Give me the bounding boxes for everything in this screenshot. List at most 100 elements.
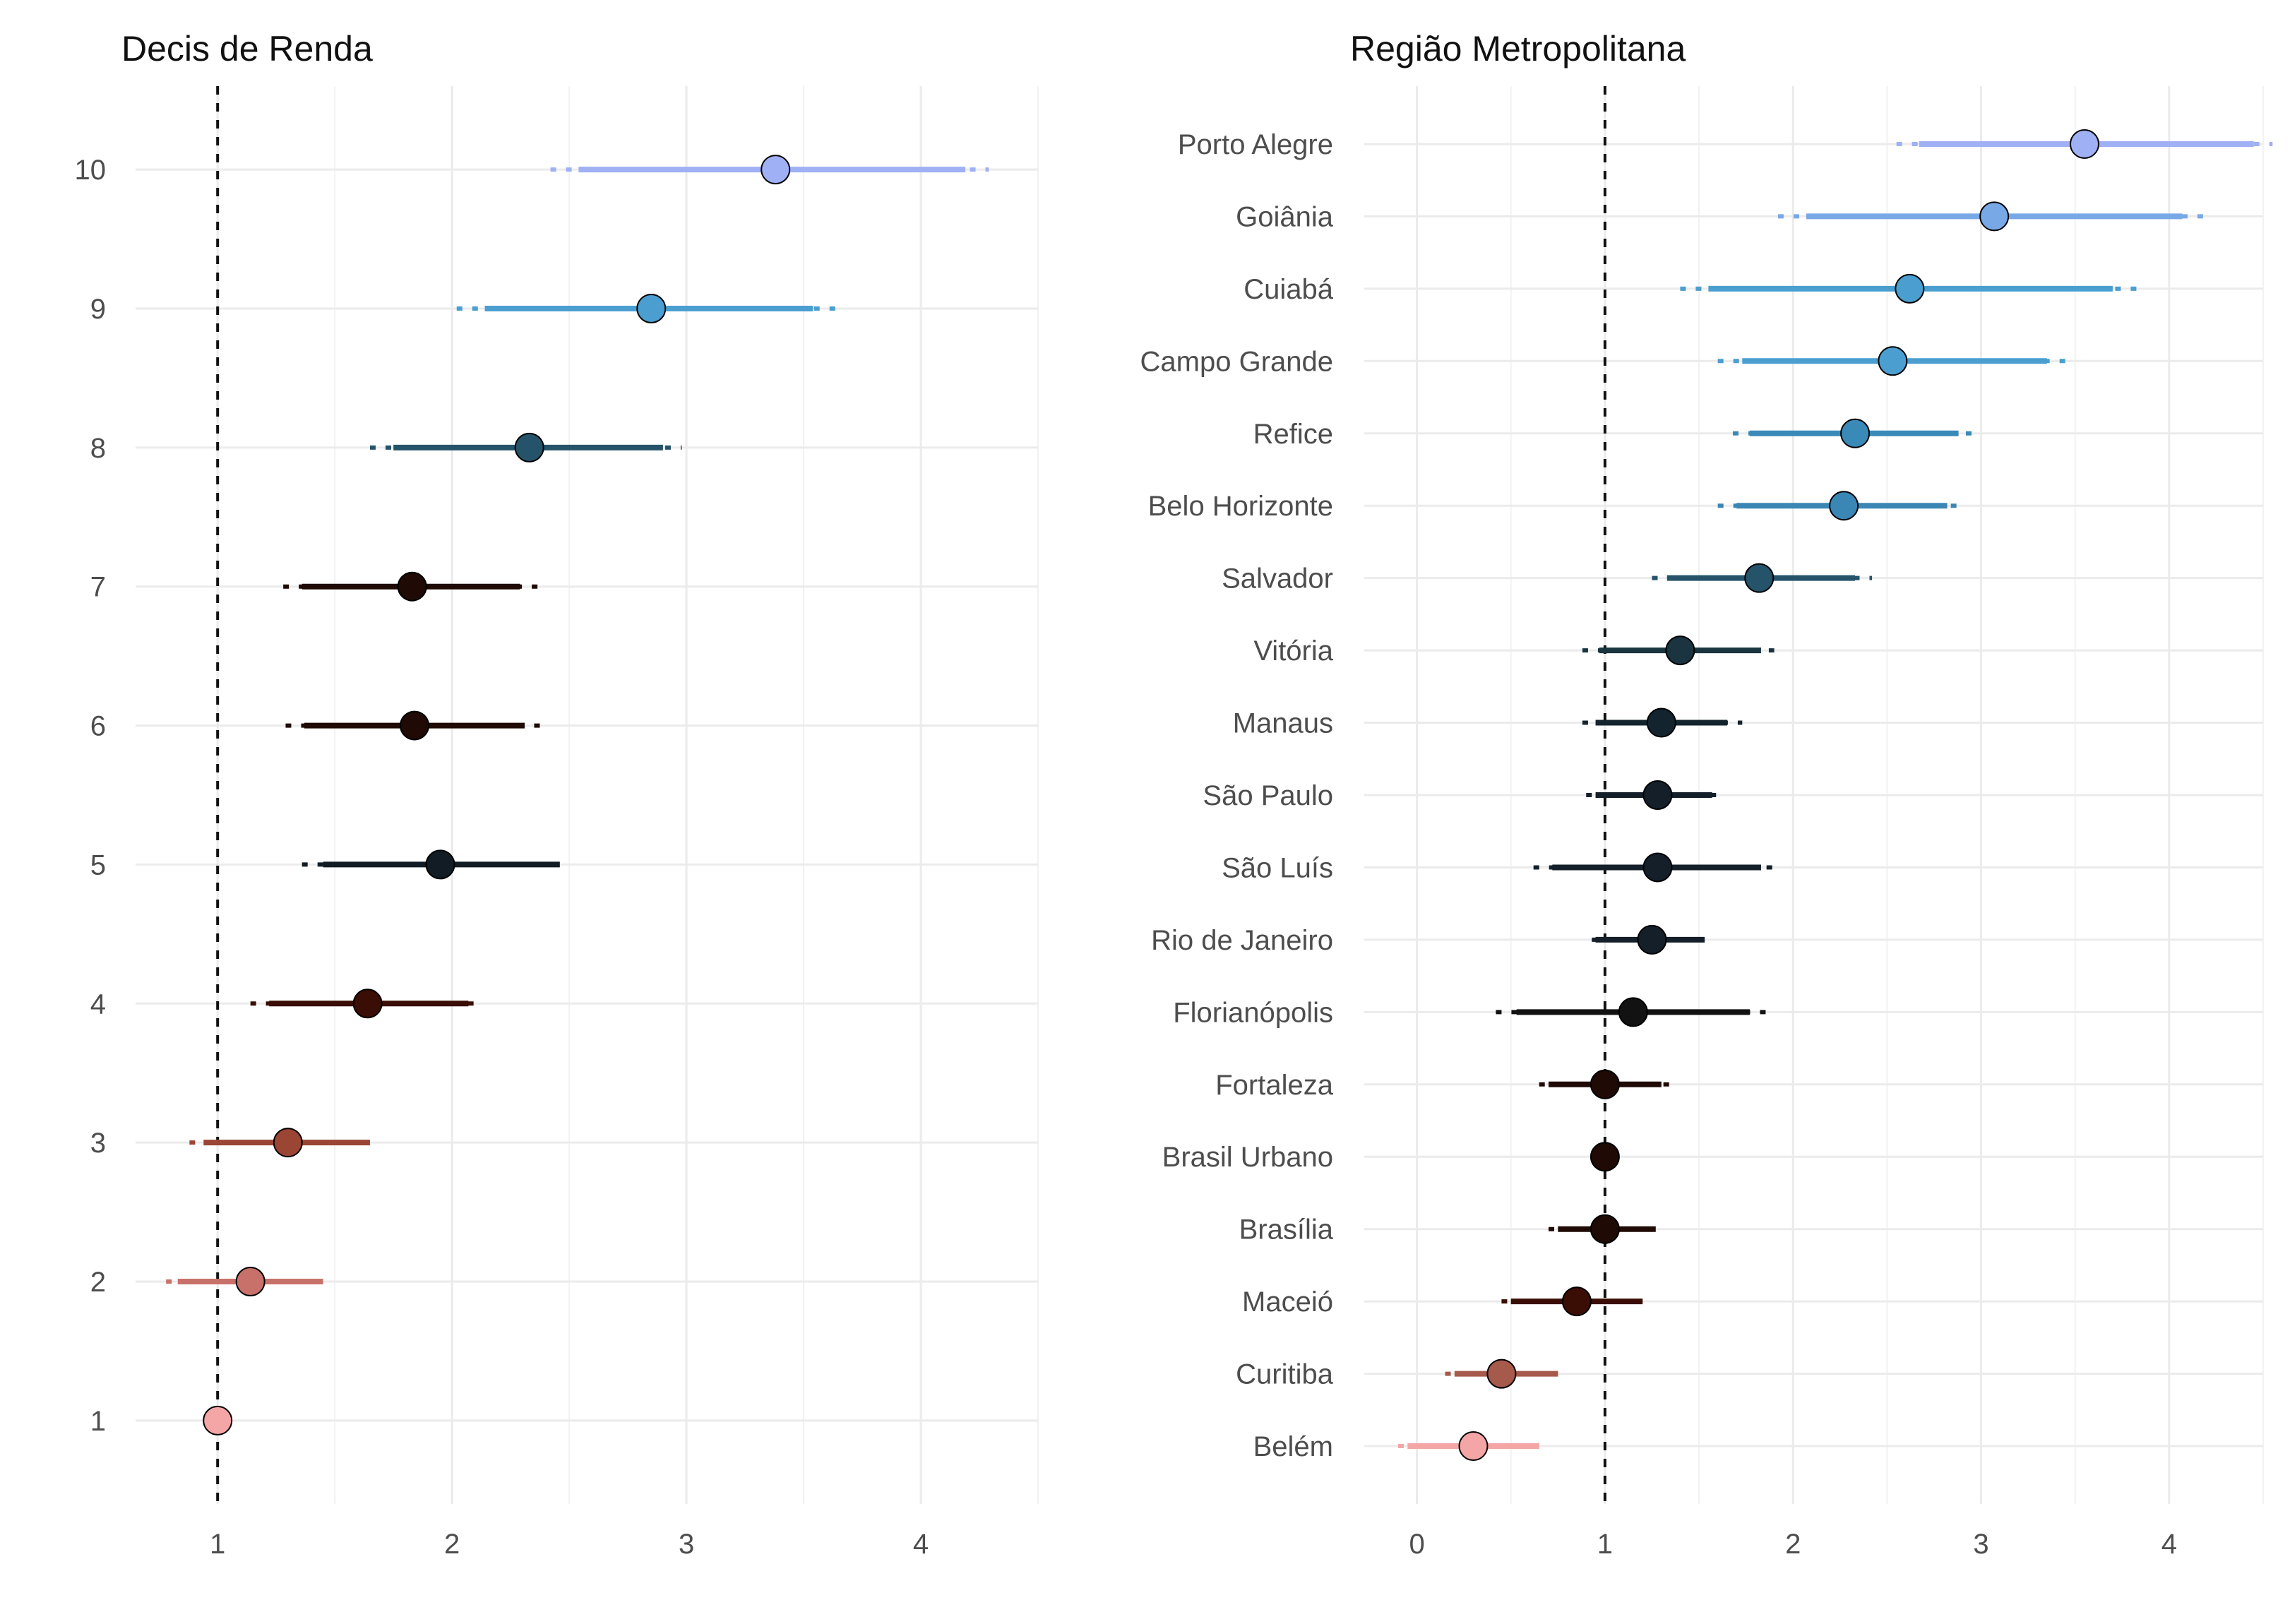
point-estimate — [1646, 707, 1676, 738]
estimate-6 — [285, 710, 544, 741]
point-estimate — [425, 849, 455, 880]
y-tick-label-belo-horizonte: Belo Horizonte — [1148, 491, 1333, 522]
y-tick-label-2: 2 — [90, 1267, 106, 1298]
x-tick-label: 2 — [1785, 1529, 1801, 1560]
y-tick-label-sao-luis: São Luís — [1222, 852, 1333, 883]
y-tick-label-1: 1 — [90, 1406, 106, 1437]
point-estimate — [1486, 1359, 1517, 1389]
estimate-brasilia — [1548, 1214, 1656, 1244]
series-income-deciles — [166, 155, 989, 1435]
y-tick-label-brasil-urbano: Brasil Urbano — [1162, 1142, 1333, 1173]
estimate-maceio — [1501, 1286, 1643, 1317]
point-estimate — [1618, 997, 1648, 1027]
x-axis-income-deciles: 1 2 3 4 — [210, 1529, 929, 1560]
point-estimate — [400, 710, 430, 741]
y-tick-label-curitiba: Curitiba — [1236, 1359, 1334, 1390]
estimate-belem — [1397, 1431, 1539, 1462]
x-tick-label: 1 — [1597, 1529, 1613, 1560]
y-axis-metro-region: Belém Curitiba Maceió Brasília Brasil Urbano… — [1140, 129, 1334, 1462]
y-tick-label-campo-grande: Campo Grande — [1140, 346, 1333, 377]
point-estimate — [514, 432, 544, 462]
y-tick-label-vitoria: Vitória — [1253, 635, 1333, 667]
x-tick-label: 1 — [210, 1529, 225, 1560]
estimate-cuiaba — [1680, 273, 2137, 304]
point-estimate — [1878, 346, 1908, 376]
estimate-belo-horizonte — [1717, 491, 1967, 521]
y-tick-label-cuiaba: Cuiabá — [1244, 274, 1334, 305]
y-tick-label-refice: Refice — [1253, 419, 1333, 450]
estimate-9 — [456, 293, 842, 323]
estimate-sao-paulo — [1586, 780, 1724, 810]
point-estimate — [273, 1128, 303, 1158]
estimate-florianopolis — [1496, 997, 1769, 1027]
point-estimate — [235, 1267, 266, 1297]
point-estimate — [1642, 780, 1673, 810]
estimate-4 — [250, 989, 483, 1019]
y-tick-label-9: 9 — [90, 294, 106, 325]
point-estimate — [761, 155, 791, 185]
y-tick-label-sao-paulo: São Paulo — [1203, 780, 1333, 811]
estimate-5 — [302, 849, 560, 880]
estimate-rio-de-janeiro — [1592, 924, 1705, 955]
estimate-porto-alegre — [1896, 129, 2273, 159]
grid-income-deciles — [136, 86, 1039, 1504]
point-estimate — [1637, 924, 1667, 955]
point-estimate — [2069, 129, 2099, 159]
point-estimate — [1829, 491, 1859, 521]
point-estimate — [1979, 201, 2010, 232]
panel-metro-region: Região Metropolitana 0 1 2 3 4 Belém Curitiba… — [1140, 29, 2273, 1560]
y-tick-label-5: 5 — [90, 849, 106, 880]
x-tick-label: 3 — [679, 1529, 694, 1560]
y-tick-label-3: 3 — [90, 1128, 106, 1159]
y-tick-label-salvador: Salvador — [1222, 563, 1333, 595]
x-tick-label: 4 — [913, 1529, 929, 1560]
y-tick-label-6: 6 — [90, 711, 106, 742]
point-estimate — [1590, 1214, 1620, 1244]
estimate-campo-grande — [1717, 346, 2070, 376]
point-estimate — [1744, 563, 1775, 593]
x-tick-label: 4 — [2161, 1529, 2177, 1560]
y-tick-label-manaus: Manaus — [1233, 708, 1333, 739]
x-tick-label: 2 — [444, 1529, 460, 1560]
panel-title-income-deciles: Decis de Renda — [121, 29, 373, 68]
estimate-1 — [203, 1405, 233, 1435]
point-estimate — [1840, 418, 1871, 448]
y-tick-label-maceio: Maceió — [1242, 1286, 1333, 1318]
estimate-10 — [550, 155, 989, 185]
panel-title-metro-region: Região Metropolitana — [1350, 29, 1686, 68]
point-estimate — [1665, 635, 1695, 666]
y-tick-label-7: 7 — [90, 572, 106, 603]
y-axis-income-deciles: 1 2 3 4 5 6 7 8 9 10 — [75, 155, 107, 1437]
point-estimate — [352, 989, 383, 1019]
point-estimate — [1561, 1286, 1592, 1317]
y-tick-label-4: 4 — [90, 989, 106, 1020]
estimate-3 — [189, 1128, 370, 1158]
x-tick-label: 0 — [1409, 1529, 1424, 1560]
y-tick-label-brasilia: Brasília — [1239, 1214, 1334, 1246]
point-estimate — [1458, 1431, 1489, 1462]
y-tick-label-10: 10 — [75, 155, 107, 186]
estimate-manaus — [1582, 707, 1743, 738]
point-estimate — [1895, 273, 1925, 304]
point-estimate — [397, 571, 427, 602]
y-tick-label-8: 8 — [90, 433, 106, 464]
series-metro-region — [1397, 129, 2273, 1462]
estimate-8 — [369, 432, 682, 462]
panel-income-deciles: Decis de Renda 1 2 3 4 1 2 3 4 5 6 7 8 9 10 — [75, 29, 1039, 1560]
estimate-vitoria — [1582, 635, 1775, 666]
point-estimate — [636, 293, 667, 323]
y-tick-label-porto-alegre: Porto Alegre — [1178, 129, 1333, 160]
point-estimate — [1590, 1069, 1620, 1099]
estimate-goiania — [1777, 201, 2211, 232]
estimate-7 — [283, 571, 539, 602]
y-tick-label-fortaleza: Fortaleza — [1215, 1070, 1333, 1101]
estimate-brasil-urbano — [1590, 1142, 1620, 1172]
x-axis-metro-region: 0 1 2 3 4 — [1409, 1529, 2177, 1560]
y-tick-label-rio-de-janeiro: Rio de Janeiro — [1151, 925, 1333, 956]
y-tick-label-florianopolis: Florianópolis — [1173, 997, 1333, 1028]
estimate-sao-luis — [1533, 852, 1780, 883]
estimate-refice — [1732, 418, 1978, 448]
x-tick-label: 3 — [1973, 1529, 1988, 1560]
